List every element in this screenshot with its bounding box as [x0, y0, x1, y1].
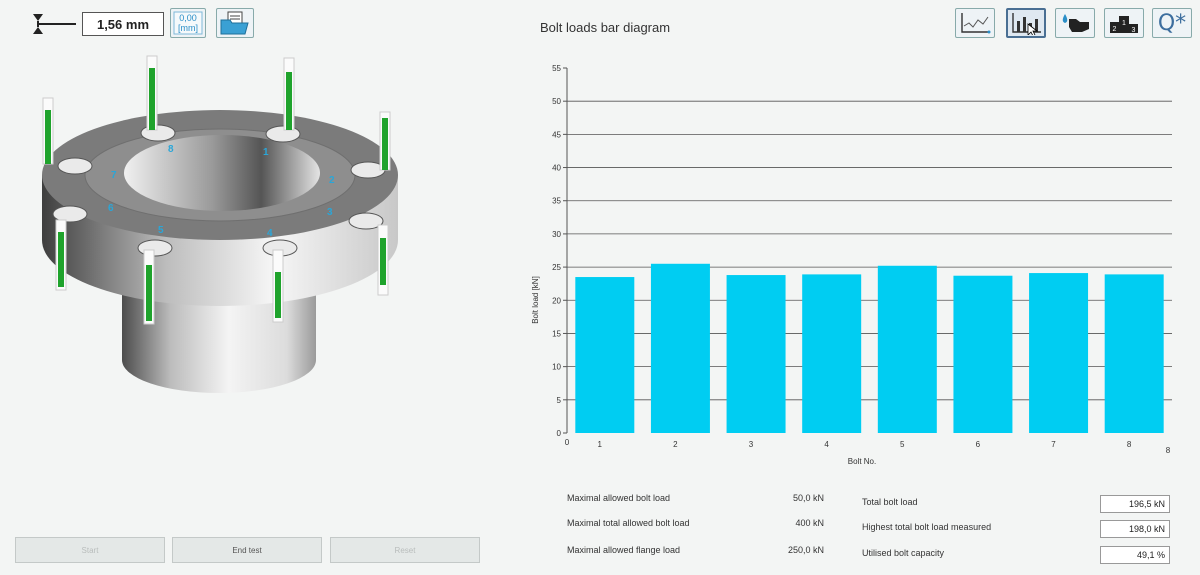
svg-text:4: 4 [267, 228, 273, 239]
utilised-capacity-value: 49,1 % [1100, 546, 1170, 564]
svg-text:1: 1 [263, 147, 269, 158]
bolt-load-indicators [42, 55, 391, 325]
x-tick-label: 6 [976, 440, 981, 449]
max-bolt-load-label: Maximal allowed bolt load [567, 493, 671, 503]
highest-total-load-label: Highest total bolt load measured [862, 522, 992, 532]
zero-offset-button[interactable]: 0,00 [mm] [170, 8, 206, 38]
total-bolt-load-value: 196,5 kN [1100, 495, 1170, 513]
bar-chart-button[interactable] [1006, 8, 1046, 38]
y-tick-label: 10 [552, 363, 561, 372]
bar-bolt-5 [877, 265, 937, 433]
flange-bore [124, 135, 320, 211]
podium-icon: 2 1 3 [1110, 16, 1138, 34]
oil-can-icon [1062, 14, 1089, 32]
x-axis-label: Bolt No. [848, 457, 876, 466]
max-flange-load-label: Maximal allowed flange load [567, 545, 681, 555]
svg-text:1: 1 [1122, 20, 1126, 27]
max-total-load-label: Maximal total allowed bolt load [567, 518, 690, 528]
quality-button[interactable]: Q* [1152, 8, 1192, 38]
svg-text:6: 6 [108, 203, 114, 214]
bar-bolt-4 [802, 274, 862, 433]
start-button[interactable]: Start [15, 537, 165, 563]
max-bolt-load-value: 50,0 kN [792, 493, 824, 503]
flange-illustration: 1 2 3 4 5 6 7 8 [42, 55, 398, 393]
x-tick-label: 2 [673, 440, 678, 449]
x-tick-label: 7 [1051, 440, 1056, 449]
x-origin-label: 0 [565, 438, 570, 447]
y-tick-label: 55 [552, 64, 561, 73]
open-folder-icon [220, 11, 249, 35]
line-graph-button[interactable] [955, 8, 995, 38]
open-file-button[interactable] [216, 8, 254, 38]
zero-offset-icon: 0,00 [mm] [173, 11, 203, 35]
x-end-label: 8 [1166, 446, 1171, 455]
y-tick-label: 0 [557, 429, 562, 438]
svg-text:2: 2 [329, 175, 335, 186]
max-flange-load-value: 250,0 kN [787, 545, 824, 555]
y-tick-label: 45 [552, 130, 561, 139]
bar-bolt-7 [1029, 273, 1089, 433]
svg-text:3: 3 [1132, 27, 1136, 34]
svg-text:3: 3 [327, 207, 333, 218]
highest-total-load-value: 198,0 kN [1100, 520, 1170, 538]
svg-text:2: 2 [1113, 26, 1117, 33]
y-tick-label: 20 [552, 296, 561, 305]
total-bolt-load-label: Total bolt load [862, 497, 918, 507]
q-star-icon: Q* [1157, 10, 1187, 36]
utilised-capacity-label: Utilised bolt capacity [862, 548, 945, 558]
y-tick-label: 35 [552, 197, 561, 206]
y-tick-label: 40 [552, 164, 561, 173]
distance-gauge-icon [33, 14, 76, 34]
svg-text:5: 5 [158, 225, 164, 236]
svg-text:[mm]: [mm] [178, 23, 198, 33]
x-tick-label: 5 [900, 440, 905, 449]
bolt-number-labels: 1 2 3 4 5 6 7 8 [108, 144, 335, 239]
bar-bolt-8 [1104, 274, 1164, 433]
y-tick-label: 50 [552, 97, 561, 106]
y-tick-label: 25 [552, 263, 561, 272]
x-tick-label: 3 [749, 440, 754, 449]
ranking-button[interactable]: 2 1 3 [1104, 8, 1144, 38]
svg-text:8: 8 [168, 144, 174, 155]
max-total-load-value: 400 kN [795, 518, 824, 528]
bar-bolt-2 [650, 263, 710, 433]
bar-bolt-1 [575, 277, 635, 433]
svg-text:7: 7 [111, 170, 117, 181]
x-tick-label: 8 [1127, 440, 1132, 449]
y-tick-label: 15 [552, 329, 561, 338]
y-axis-label: Bolt load [kN] [531, 276, 540, 324]
lubrication-button[interactable] [1055, 8, 1095, 38]
y-tick-label: 30 [552, 230, 561, 239]
end-test-button[interactable]: End test [172, 537, 322, 563]
reset-button[interactable]: Reset [330, 537, 480, 563]
measured-distance-display: 1,56 mm [82, 12, 164, 36]
y-tick-label: 5 [557, 396, 562, 405]
svg-text:0,00: 0,00 [179, 13, 197, 23]
x-tick-label: 1 [597, 440, 602, 449]
bar-chart-icon [1012, 13, 1041, 35]
x-tick-label: 4 [824, 440, 829, 449]
page-title: Bolt loads bar diagram [540, 20, 671, 35]
line-graph-icon [961, 13, 991, 34]
bar-bolt-6 [953, 275, 1013, 433]
toolbar: 1,56 mm 0,00 [mm] Bolt loads bar diagram [0, 0, 1200, 50]
bar-bolt-3 [726, 275, 786, 433]
